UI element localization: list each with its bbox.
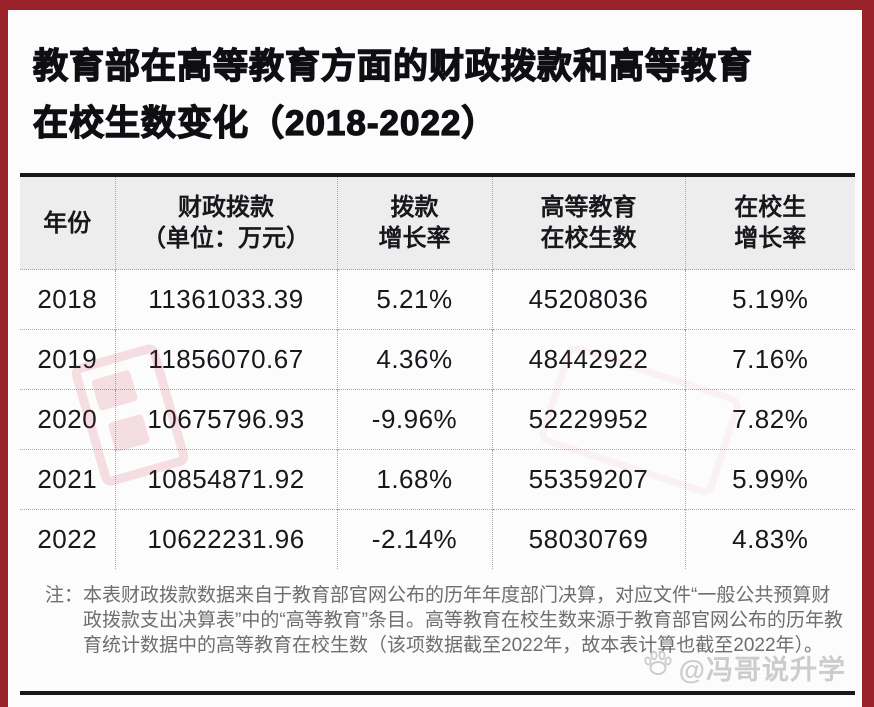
- frame-border-right: [862, 0, 874, 707]
- table-row-2018: 2018 11361033.39 5.21% 45208036 5.19%: [20, 269, 855, 330]
- footnote: 注： 本表财政拨款数据来自于教育部官网公布的历年年度部门决算，对应文件“一般公共…: [45, 583, 846, 658]
- page-title: 教育部在高等教育方面的财政拨款和高等教育 在校生数变化（2018-2022）: [32, 38, 844, 152]
- page-title-line2: 在校生数变化（2018-2022）: [32, 103, 498, 143]
- table-bottom-rule: [20, 691, 855, 695]
- table-row-2021: 2021 10854871.92 1.68% 55359207 5.99%: [20, 449, 855, 510]
- column-header-funding-growth: 拨款 增长率: [337, 175, 493, 270]
- cell-funding-growth: 4.36%: [337, 329, 493, 390]
- cell-students: 48442922: [492, 329, 686, 390]
- data-table: 年份 财政拨款 （单位：万元） 拨款 增长率 高等教育 在校生数 在校生: [20, 173, 855, 569]
- table-header-row: 年份 财政拨款 （单位：万元） 拨款 增长率 高等教育 在校生数 在校生: [20, 175, 855, 270]
- cell-year: 2021: [20, 449, 116, 510]
- frame-border-left: [0, 0, 8, 707]
- cell-year: 2018: [20, 269, 116, 330]
- credit-watermark: @冯哥说升学: [643, 648, 846, 687]
- cell-students-growth: 5.19%: [685, 269, 855, 330]
- cell-students: 45208036: [492, 269, 686, 330]
- cell-funding-growth: -2.14%: [337, 509, 493, 569]
- cell-students: 58030769: [492, 509, 686, 569]
- cell-funding: 10622231.96: [115, 509, 338, 569]
- cell-funding: 10854871.92: [115, 449, 338, 510]
- cell-students: 55359207: [492, 449, 686, 510]
- page-title-line1: 教育部在高等教育方面的财政拨款和高等教育: [32, 46, 754, 86]
- footnote-text: 本表财政拨款数据来自于教育部官网公布的历年年度部门决算，对应文件“一般公共预算财…: [83, 585, 843, 656]
- cell-year: 2019: [20, 329, 116, 390]
- cell-funding: 11856070.67: [115, 329, 338, 390]
- frame-border-top: [0, 0, 874, 10]
- cell-year: 2022: [20, 509, 116, 569]
- cell-students: 52229952: [492, 389, 686, 450]
- cell-students-growth: 5.99%: [685, 449, 855, 510]
- footnote-prefix: 注：: [45, 585, 84, 606]
- cell-funding: 10675796.93: [115, 389, 338, 450]
- table-row-2019: 2019 11856070.67 4.36% 48442922 7.16%: [20, 329, 855, 390]
- baidu-paw-icon: [643, 649, 673, 686]
- column-header-students-growth: 在校生 增长率: [685, 175, 855, 270]
- column-header-year: 年份: [20, 175, 116, 270]
- cell-funding-growth: 1.68%: [337, 449, 493, 510]
- cell-students-growth: 4.83%: [685, 509, 855, 569]
- cell-year: 2020: [20, 389, 116, 450]
- table-row-2022: 2022 10622231.96 -2.14% 58030769 4.83%: [20, 509, 855, 569]
- column-header-funding: 财政拨款 （单位：万元）: [115, 175, 338, 270]
- credit-text: @冯哥说升学: [678, 655, 846, 685]
- cell-students-growth: 7.16%: [685, 329, 855, 390]
- cell-students-growth: 7.82%: [685, 389, 855, 450]
- cell-funding: 11361033.39: [115, 269, 338, 330]
- cell-funding-growth: -9.96%: [337, 389, 493, 450]
- cell-funding-growth: 5.21%: [337, 269, 493, 330]
- column-header-students: 高等教育 在校生数: [492, 175, 686, 270]
- table-row-2020: 2020 10675796.93 -9.96% 52229952 7.82%: [20, 389, 855, 450]
